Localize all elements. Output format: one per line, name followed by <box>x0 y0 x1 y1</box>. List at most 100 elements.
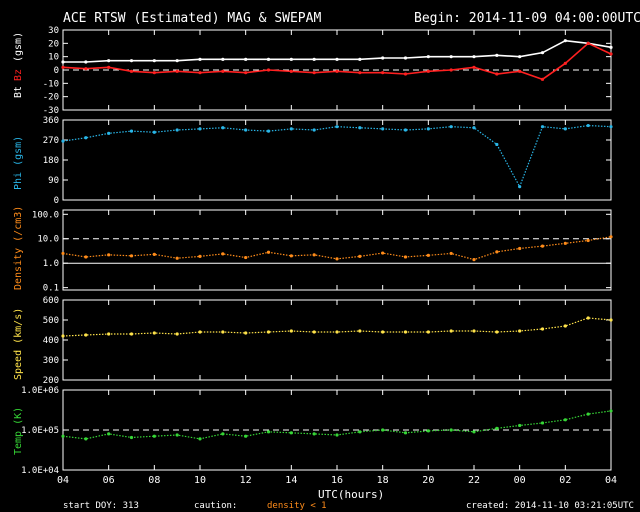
data-point-density <box>244 255 248 260</box>
data-point-density <box>152 252 156 256</box>
data-point-bz <box>540 77 545 81</box>
x-tick-label: 12 <box>240 475 252 486</box>
data-point-speed <box>426 330 430 334</box>
data-point-bz <box>175 69 179 73</box>
data-point-bt <box>495 53 499 57</box>
data-point-temp <box>129 435 134 440</box>
data-point-temp <box>586 412 590 416</box>
data-point-density <box>563 241 567 245</box>
x-tick-label: 22 <box>468 475 480 486</box>
data-point-temp <box>244 434 248 438</box>
y-tick-label: 30 <box>48 26 59 36</box>
x-tick-label: 16 <box>331 475 343 486</box>
data-point-bt <box>289 57 293 61</box>
data-point-phi <box>221 126 225 130</box>
data-point-bt <box>198 57 202 61</box>
data-point-density <box>266 250 271 254</box>
panel-speed <box>62 299 612 381</box>
y-tick-label: 0 <box>54 66 59 76</box>
data-point-phi <box>175 128 179 132</box>
y-tick-label: 1.0E+06 <box>21 386 59 396</box>
data-point-temp <box>221 432 225 436</box>
ylabel-bt-units: (gsm) <box>13 32 24 62</box>
data-point-density <box>175 256 179 260</box>
data-point-phi <box>381 127 385 131</box>
data-point-phi <box>198 127 202 131</box>
density-note: density < 1 <box>267 501 327 511</box>
x-axis-label: UTC(hours) <box>318 488 384 501</box>
data-point-phi <box>244 128 248 132</box>
data-point-bt <box>107 59 111 63</box>
data-point-bz <box>266 68 271 72</box>
data-point-phi <box>84 136 88 140</box>
data-point-density <box>426 253 430 257</box>
ylabel-bt: Bt <box>13 86 24 98</box>
data-point-temp <box>61 434 65 438</box>
data-point-density <box>449 251 453 256</box>
data-point-bt <box>426 55 430 59</box>
y-tick-label: -30 <box>43 106 59 116</box>
data-point-speed <box>472 329 476 333</box>
data-point-density <box>609 235 613 239</box>
data-point-speed <box>403 330 408 334</box>
x-tick-label: 08 <box>148 475 160 486</box>
data-point-bt <box>335 57 339 61</box>
data-point-temp <box>358 430 362 434</box>
data-point-bz <box>107 65 111 69</box>
data-point-bt <box>61 60 65 64</box>
data-point-temp <box>472 430 476 434</box>
data-point-temp <box>152 434 156 438</box>
data-point-bz <box>289 69 293 73</box>
data-point-density <box>84 255 88 259</box>
y-tick-label: 300 <box>43 356 59 366</box>
data-point-bz <box>335 69 339 73</box>
data-point-bz <box>61 65 65 69</box>
data-point-density <box>129 254 134 258</box>
series-line-density <box>62 236 612 261</box>
data-point-speed <box>289 329 293 333</box>
data-point-bz <box>449 68 453 72</box>
data-point-bz <box>495 72 499 76</box>
data-point-density <box>472 258 476 262</box>
y-tick-label: 10.0 <box>37 235 59 245</box>
data-point-phi <box>495 142 499 147</box>
y-tick-label: 1.0E+05 <box>21 426 59 436</box>
data-point-bz <box>152 71 156 75</box>
plot-title: ACE RTSW (Estimated) MAG & SWEPAM <box>63 11 321 26</box>
data-point-temp <box>175 433 179 437</box>
data-point-density <box>312 253 316 257</box>
data-point-temp <box>107 432 111 436</box>
start-doy: start DOY: 313 <box>63 501 139 511</box>
data-point-speed <box>540 327 545 331</box>
data-point-speed <box>266 330 271 334</box>
data-point-speed <box>495 330 499 334</box>
data-point-phi <box>609 125 613 129</box>
data-point-density <box>289 254 293 258</box>
data-point-bt <box>84 60 88 64</box>
y-tick-label: 600 <box>43 296 59 306</box>
data-point-bt <box>518 55 522 59</box>
data-point-phi <box>518 185 522 189</box>
data-point-bt <box>403 56 408 60</box>
data-point-temp <box>426 429 430 433</box>
data-point-phi <box>472 126 476 130</box>
x-tick-label: 14 <box>285 475 297 486</box>
data-point-bt <box>358 57 362 61</box>
data-point-density <box>335 257 339 261</box>
x-tick-label: 20 <box>422 475 434 486</box>
data-point-bz <box>198 71 202 75</box>
data-point-bz <box>84 67 88 71</box>
y-tick-label: -10 <box>43 79 59 89</box>
begin-time: Begin: 2014-11-09 04:00:00UTC <box>414 11 640 26</box>
y-tick-label: 400 <box>43 336 59 346</box>
caution-label: caution: <box>194 501 237 511</box>
data-point-bt <box>152 59 156 63</box>
x-tick-label: 02 <box>559 475 571 486</box>
ylabel-phi: Phi (gsm) <box>13 136 24 190</box>
data-point-speed <box>335 330 339 334</box>
data-point-bz <box>312 71 316 75</box>
x-tick-label: 04 <box>605 475 617 486</box>
ylabel-bz: Bz <box>13 69 24 81</box>
data-point-bt <box>563 39 567 43</box>
